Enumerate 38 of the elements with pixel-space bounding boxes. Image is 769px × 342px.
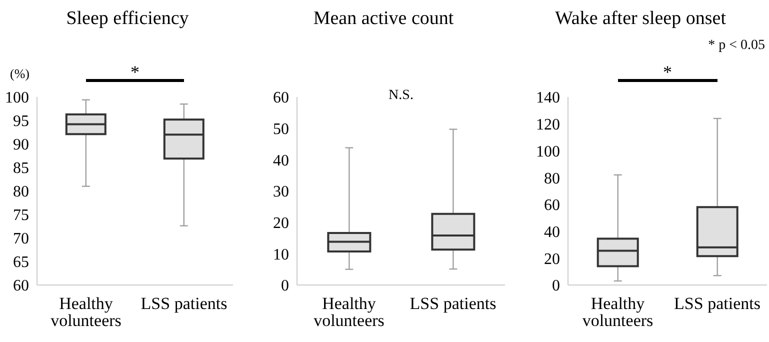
y-tick-label: 80 [13, 184, 29, 201]
y-tick-label: 100 [536, 143, 560, 160]
y-tick-label: 75 [13, 207, 29, 224]
y-tick-label: 80 [544, 170, 560, 188]
text: * p < 0.05 [708, 38, 765, 54]
y-tick-label: 85 [13, 160, 29, 178]
chart-title: Wake after sleep onset [554, 8, 727, 30]
y-axis-title: (%) [10, 66, 30, 82]
y-tick-label: 60 [13, 278, 29, 295]
x-tick-label: LSS patients [410, 294, 496, 314]
y-tick-label: 65 [13, 254, 29, 272]
y-tick-label: 140 [536, 90, 560, 107]
y-tick-label: 70 [13, 230, 29, 248]
y-tick-label: 20 [544, 250, 560, 268]
y-tick-label: 40 [273, 152, 289, 170]
text: * [662, 62, 673, 83]
chart-title: Sleep efficiency [65, 8, 190, 30]
y-tick-label: 10 [273, 246, 289, 264]
x-tick-label: Healthy volunteers [314, 294, 384, 330]
y-tick-label: 90 [13, 136, 29, 154]
text: * [130, 62, 140, 83]
y-tick-label: 0 [552, 278, 560, 295]
y-tick-label: 50 [273, 121, 289, 138]
x-tick-label: Healthy volunteers [582, 294, 654, 330]
y-tick-label: 20 [273, 215, 289, 232]
y-tick-label: 120 [536, 116, 560, 134]
y-tick-label: 100 [5, 90, 29, 107]
x-tick-label: LSS patients [140, 294, 228, 314]
y-tick-label: 40 [544, 224, 560, 241]
annotation: N.S. [388, 88, 414, 104]
chart-title: Mean active count [312, 8, 455, 30]
x-tick-label: Healthy volunteers [50, 294, 122, 330]
y-tick-label: 95 [13, 113, 29, 130]
y-tick-label: 60 [544, 197, 560, 214]
y-tick-label: 0 [281, 278, 289, 295]
y-tick-label: 30 [273, 184, 289, 201]
y-tick-label: 60 [273, 90, 289, 107]
x-tick-label: LSS patients [674, 294, 760, 314]
